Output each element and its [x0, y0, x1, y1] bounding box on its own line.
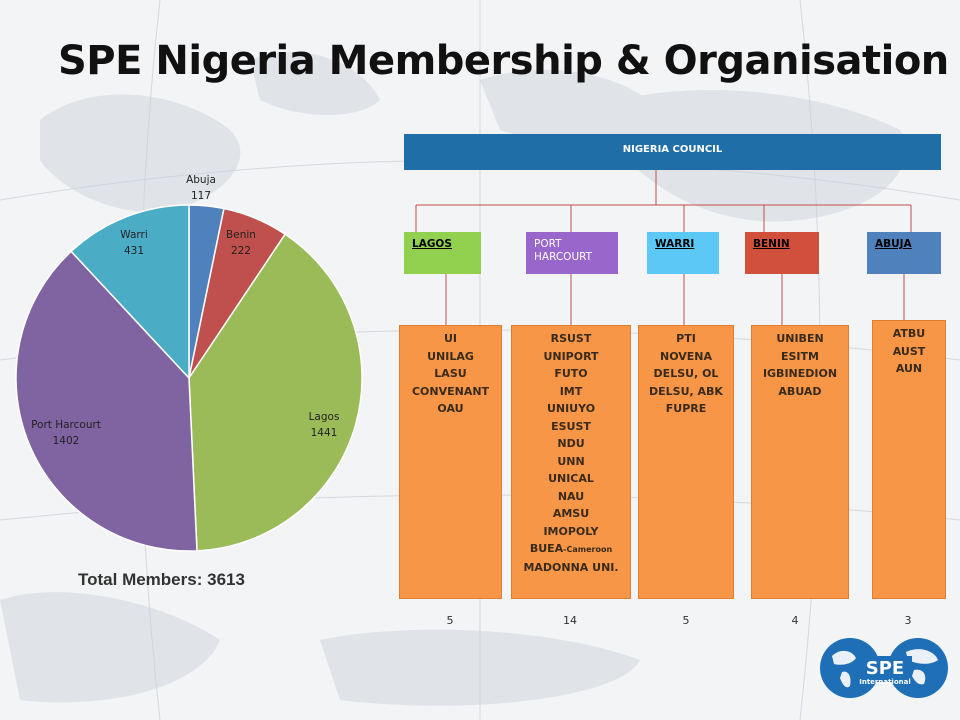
region-port-harcourt-label: PORT HARCOURT: [534, 238, 593, 263]
region-lagos-label: LAGOS: [412, 238, 452, 250]
count-benin: 4: [791, 614, 799, 627]
school-item: UNIPORT: [543, 349, 599, 363]
school-item: AMSU: [552, 507, 590, 520]
school-item: AUN: [895, 362, 923, 375]
pie-value-lagos: 1441: [311, 427, 338, 439]
membership-pie-chart: Abuja 117 Benin 222 Lagos 1441 Port Harcourt 14…: [15, 174, 363, 552]
school-item: ATBU: [892, 327, 926, 340]
region-benin-label: BENIN: [753, 238, 790, 250]
school-item: ABUAD: [778, 384, 822, 398]
total-members-label: Total Members:: [78, 570, 203, 589]
school-item: UI: [443, 332, 458, 345]
count-warri: 5: [682, 614, 690, 627]
school-item: NOVENA: [659, 349, 712, 363]
spe-international-logo: SPE International: [820, 638, 948, 698]
school-item-buea: BUEA-Cameroon: [512, 540, 630, 559]
school-item: UNICAL: [548, 472, 594, 485]
school-item: IMOPOLY: [543, 524, 599, 538]
pie-slice-lagos: [188, 233, 363, 552]
pie-label-port-harcourt: Port Harcourt: [31, 419, 101, 431]
nigeria-council-box: NIGERIA COUNCIL: [404, 134, 941, 170]
count-abuja: 3: [904, 614, 912, 627]
school-item: ESITM: [781, 349, 819, 363]
school-item: ESUST: [551, 419, 591, 433]
school-item: OAU: [437, 402, 464, 415]
school-item: UNIUYO: [546, 402, 596, 415]
count-lagos: 5: [446, 614, 454, 627]
region-abuja-label: ABUJA: [875, 238, 912, 250]
school-item: AUST: [892, 344, 926, 358]
schools-abuja: ATBU AUST AUN: [872, 320, 946, 599]
pie-value-warri: 431: [124, 245, 144, 257]
schools-port-harcourt: RSUST UNIPORT FUTO IMT UNIUYO ESUST NDU …: [511, 325, 631, 599]
school-item: PTI: [676, 332, 696, 345]
pie-label-abuja: Abuja: [186, 174, 216, 186]
school-item: NAU: [557, 489, 585, 503]
school-item: CONVENANT: [411, 384, 490, 398]
region-lagos: LAGOS: [404, 232, 481, 274]
school-item: UNIBEN: [776, 332, 824, 345]
pie-value-benin: 222: [231, 245, 251, 257]
logo-subtext: International: [859, 678, 911, 686]
count-port-harcourt: 14: [563, 614, 577, 627]
org-connectors: [415, 170, 912, 325]
region-warri: WARRI: [647, 232, 719, 274]
buea-name: BUEA: [529, 542, 564, 555]
school-item: UNILAG: [427, 349, 474, 363]
school-item: IMT: [559, 384, 583, 398]
school-item: IGBINEDION: [762, 367, 838, 380]
schools-benin: UNIBEN ESITM IGBINEDION ABUAD: [751, 325, 849, 599]
region-benin: BENIN: [745, 232, 819, 274]
region-warri-label: WARRI: [655, 238, 695, 250]
pie-label-lagos: Lagos: [309, 411, 340, 423]
region-abuja: ABUJA: [867, 232, 941, 274]
school-item: RSUST: [550, 332, 592, 345]
school-item: LASU: [434, 367, 467, 380]
school-item: MADONNA UNI.: [523, 560, 619, 574]
school-item: NDU: [557, 437, 585, 450]
school-item: FUTO: [554, 367, 588, 380]
school-item: DELSU, ABK: [649, 384, 723, 398]
page-title: SPE Nigeria Membership & Organisation: [58, 38, 949, 84]
schools-lagos: UI UNILAG LASU CONVENANT OAU: [399, 325, 502, 599]
schools-warri: PTI NOVENA DELSU, OL DELSU, ABK FUPRE: [638, 325, 734, 599]
pie-value-port-harcourt: 1402: [53, 435, 80, 447]
logo-text: SPE: [866, 658, 904, 679]
school-item: UNN: [557, 454, 585, 468]
region-port-harcourt: PORT HARCOURT: [526, 232, 618, 274]
total-members: Total Members: 3613: [78, 570, 245, 590]
pie-label-benin: Benin: [226, 229, 256, 241]
school-item: FUPRE: [665, 402, 707, 415]
pie-label-warri: Warri: [120, 229, 148, 241]
pie-slice-port-harcourt: [15, 250, 198, 552]
pie-value-abuja: 117: [191, 190, 211, 202]
school-item: DELSU, OL: [653, 367, 719, 380]
total-members-value: 3613: [207, 570, 245, 589]
pie-slice-warri: [70, 204, 190, 380]
buea-note: -Cameroon: [563, 545, 613, 554]
